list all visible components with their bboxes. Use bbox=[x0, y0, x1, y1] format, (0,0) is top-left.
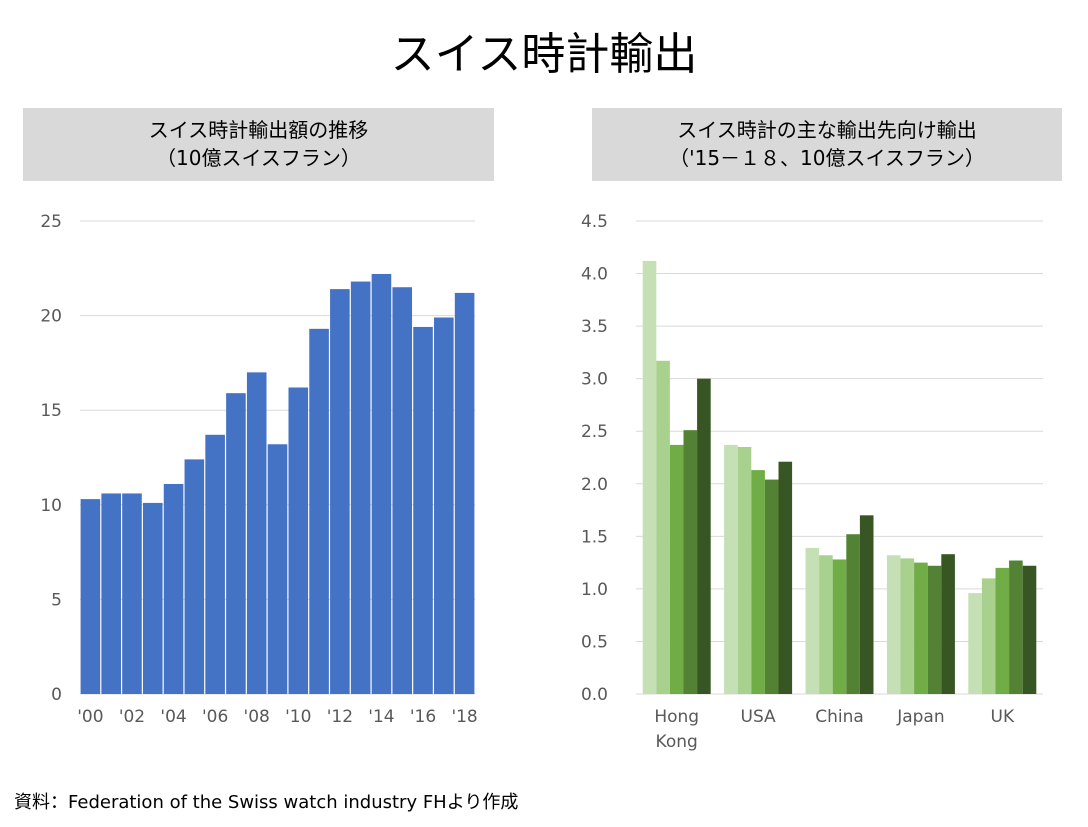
bar-02 bbox=[122, 493, 142, 694]
y-tick-label: 20 bbox=[40, 307, 62, 327]
right-chart-title-line1: スイス時計の主な輸出先向け輸出 bbox=[677, 118, 977, 142]
y-tick-label: 1.0 bbox=[581, 580, 608, 600]
x-tick-label: '18 bbox=[451, 707, 477, 727]
bar-uk-4 bbox=[1009, 560, 1023, 694]
bar-11 bbox=[309, 328, 329, 694]
bar-usa-1 bbox=[724, 444, 738, 694]
right-chart-title: スイス時計の主な輸出先向け輸出 （'15－１８、10億スイスフラン） bbox=[592, 108, 1062, 181]
bar-09 bbox=[267, 444, 288, 694]
x-tick-label: '10 bbox=[285, 707, 311, 727]
bar-12 bbox=[330, 289, 350, 694]
left-chart-title-line1: スイス時計輸出額の推移 bbox=[148, 118, 369, 142]
bar-japan-2 bbox=[900, 558, 915, 694]
bar-usa-2 bbox=[737, 446, 752, 694]
x-tick-label: USA bbox=[741, 707, 777, 727]
x-tick-label: '12 bbox=[327, 707, 353, 727]
x-tick-label: '14 bbox=[368, 707, 394, 727]
bar-hong-kong-1 bbox=[642, 260, 657, 694]
bar-japan-1 bbox=[886, 555, 901, 694]
source-note: 資料：Federation of the Swiss watch industr… bbox=[14, 792, 519, 813]
bar-japan-3 bbox=[914, 562, 928, 694]
y-tick-label: 0.5 bbox=[581, 632, 608, 652]
bar-15 bbox=[392, 287, 413, 694]
bar-usa-3 bbox=[751, 470, 765, 694]
y-tick-label: 3.5 bbox=[581, 317, 608, 337]
bar-hong-kong-4 bbox=[683, 430, 698, 694]
bar-china-4 bbox=[846, 534, 860, 694]
bar-01 bbox=[101, 493, 121, 694]
bar-16 bbox=[413, 326, 433, 694]
y-tick-label: 0 bbox=[51, 685, 62, 705]
bar-uk-1 bbox=[968, 593, 982, 694]
x-tick-label: China bbox=[815, 707, 864, 727]
bar-hong-kong-3 bbox=[669, 444, 684, 694]
bar-14 bbox=[371, 273, 392, 694]
bar-china-5 bbox=[859, 515, 874, 694]
left-chart-subtitle: （10億スイスフラン） bbox=[156, 146, 361, 170]
bar-00 bbox=[80, 499, 101, 694]
bar-uk-3 bbox=[995, 567, 1010, 694]
y-tick-label: 1.5 bbox=[581, 527, 608, 547]
x-tick-label: Japan bbox=[896, 707, 944, 727]
y-tick-label: 5 bbox=[51, 590, 62, 610]
y-tick-label: 4.5 bbox=[581, 212, 608, 232]
bar-18 bbox=[454, 292, 475, 694]
y-tick-label: 15 bbox=[40, 401, 62, 421]
x-tick-label: '06 bbox=[202, 707, 228, 727]
bar-usa-4 bbox=[764, 479, 779, 694]
y-tick-label: 10 bbox=[40, 496, 62, 516]
bar-usa-5 bbox=[778, 461, 793, 694]
left-chart-title: スイス時計輸出額の推移 （10億スイスフラン） bbox=[23, 108, 494, 181]
bar-06 bbox=[205, 434, 225, 694]
bar-china-2 bbox=[819, 555, 833, 694]
x-tick-label: '16 bbox=[410, 707, 436, 727]
bar-03 bbox=[142, 502, 163, 694]
bar-uk-2 bbox=[981, 578, 996, 694]
bar-13 bbox=[350, 281, 371, 694]
bar-hong-kong-5 bbox=[697, 378, 711, 694]
y-tick-label: 2.5 bbox=[581, 422, 608, 442]
y-tick-label: 2.0 bbox=[581, 475, 608, 495]
y-tick-label: 3.0 bbox=[581, 370, 608, 390]
x-tick-label: Kong bbox=[656, 732, 698, 752]
bar-japan-5 bbox=[941, 554, 955, 694]
x-tick-label: UK bbox=[991, 707, 1015, 727]
bar-china-3 bbox=[832, 559, 847, 694]
bar-china-1 bbox=[805, 547, 820, 694]
x-tick-label: '02 bbox=[119, 707, 145, 727]
bar-05 bbox=[184, 459, 205, 694]
y-tick-label: 25 bbox=[40, 212, 62, 232]
bar-uk-5 bbox=[1022, 565, 1037, 694]
bar-04 bbox=[163, 483, 184, 694]
bar-08 bbox=[246, 372, 267, 694]
x-tick-label: '04 bbox=[160, 707, 186, 727]
bar-10 bbox=[288, 387, 309, 694]
y-tick-label: 0.0 bbox=[581, 685, 608, 705]
bar-07 bbox=[226, 393, 246, 694]
bar-17 bbox=[434, 317, 454, 694]
right-chart-subtitle: （'15－１８、10億スイスフラン） bbox=[669, 146, 985, 170]
y-tick-label: 4.0 bbox=[581, 265, 608, 285]
x-tick-label: Hong bbox=[654, 707, 699, 727]
bar-hong-kong-2 bbox=[656, 360, 670, 694]
main-title: スイス時計輸出 bbox=[390, 29, 698, 80]
x-tick-label: '08 bbox=[244, 707, 270, 727]
bar-japan-4 bbox=[927, 565, 942, 694]
x-tick-label: '00 bbox=[77, 707, 103, 727]
